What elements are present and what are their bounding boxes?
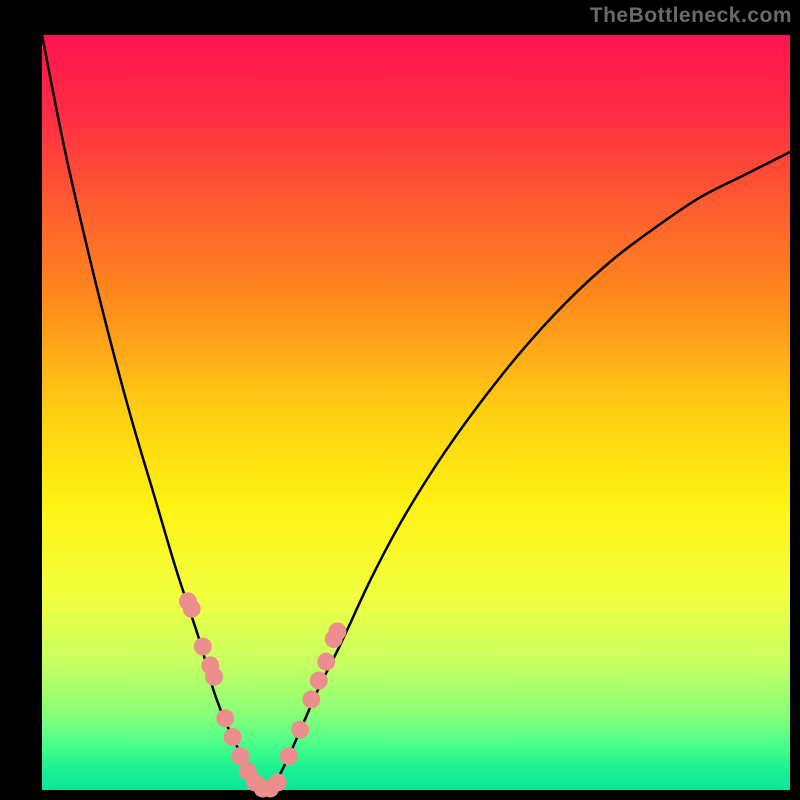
data-marker: [269, 773, 287, 791]
plot-background: [42, 35, 790, 790]
watermark-text: TheBottleneck.com: [590, 4, 792, 28]
data-marker: [205, 668, 223, 686]
data-marker: [310, 672, 328, 690]
data-marker: [183, 600, 201, 618]
data-marker: [317, 653, 335, 671]
data-marker: [224, 728, 242, 746]
data-marker: [194, 638, 212, 656]
chart-stage: TheBottleneck.com: [0, 0, 800, 800]
chart-svg: [0, 0, 800, 800]
data-marker: [291, 721, 309, 739]
data-marker: [328, 622, 346, 640]
data-marker: [280, 747, 298, 765]
data-marker: [216, 709, 234, 727]
data-marker: [302, 690, 320, 708]
